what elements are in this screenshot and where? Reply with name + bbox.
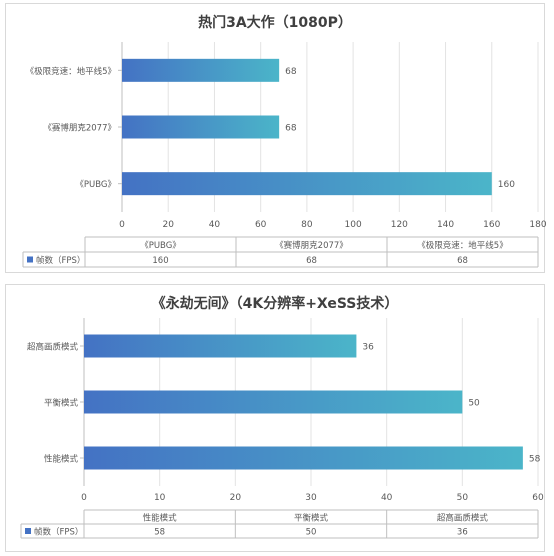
x-tick-label: 140 — [437, 220, 454, 230]
table-value-cell: 68 — [306, 256, 317, 266]
bar — [84, 334, 357, 358]
category-label: 性能模式 — [44, 454, 79, 465]
x-tick-label: 40 — [381, 493, 393, 503]
bar-chart-1080p: 0 20 40 60 80 100 120 140 160 180 160 《PUBG》 68 《赛博朋克… — [22, 42, 546, 268]
bar — [122, 58, 280, 82]
data-label: 50 — [468, 399, 480, 409]
x-tick-label: 160 — [483, 220, 500, 230]
x-tick-label: 80 — [301, 220, 313, 230]
chart-panel-1080p: 热门3A大作（1080P） 0 20 40 60 80 100 120 140 160 180 16… — [5, 3, 546, 273]
x-tick-label: 10 — [154, 493, 166, 503]
chart-title: 热门3A大作（1080P） — [198, 15, 352, 31]
x-tick-label: 20 — [162, 220, 174, 230]
x-tick-label: 180 — [529, 220, 546, 230]
data-label: 68 — [285, 67, 297, 77]
category-label: 超高画质模式 — [27, 342, 79, 353]
chart-panel-naraka: 《永劫无间》（4K分辨率+XeSS技术） 0 10 20 30 40 50 60 58 性能模式… — [5, 284, 545, 552]
x-tick-label: 50 — [457, 493, 469, 503]
bar — [84, 390, 463, 414]
legend-label: 帧数（FPS） — [34, 527, 83, 538]
bar — [122, 115, 280, 139]
x-tick-label: 20 — [230, 493, 242, 503]
category-label: 《极限竞速：地平线5》 — [26, 66, 116, 77]
data-label: 58 — [529, 455, 541, 465]
bar — [122, 172, 492, 196]
table-value-cell: 36 — [457, 528, 468, 538]
x-tick-label: 30 — [305, 493, 317, 503]
x-tick-label: 60 — [532, 493, 544, 503]
category-label: 《PUBG》 — [75, 180, 116, 190]
data-label: 160 — [498, 180, 515, 190]
x-tick-label: 0 — [119, 220, 125, 230]
bar-chart-naraka: 0 10 20 30 40 50 6058性能模式50平衡模式36超高画质模式性能模式58平… — [20, 318, 544, 539]
legend-swatch — [27, 256, 33, 263]
table-value-cell: 58 — [154, 528, 165, 538]
table-header-cell: 性能模式 — [143, 513, 178, 524]
x-tick-label: 120 — [391, 220, 408, 230]
bar — [84, 446, 523, 470]
table-header-cell: 《PUBG》 — [140, 241, 181, 251]
category-label: 《赛博朋克2077》 — [43, 123, 116, 134]
x-tick-label: 40 — [209, 220, 221, 230]
legend-swatch — [25, 528, 31, 534]
x-tick-label: 0 — [81, 493, 87, 503]
x-tick-label: 100 — [345, 220, 362, 230]
table-header-cell: 平衡模式 — [294, 513, 329, 524]
table-header-cell: 超高画质模式 — [437, 513, 489, 524]
table-value-cell: 68 — [457, 256, 468, 266]
table-value-cell: 160 — [152, 256, 168, 266]
table-header-cell: 《赛博朋克2077》 — [275, 240, 348, 251]
legend-label: 帧数（FPS） — [36, 255, 85, 266]
data-label: 68 — [285, 124, 297, 134]
category-label: 平衡模式 — [44, 398, 79, 409]
table-value-cell: 50 — [306, 528, 317, 538]
table-header-cell: 《极限竞速：地平线5》 — [417, 240, 507, 251]
chart-title: 《永劫无间》（4K分辨率+XeSS技术） — [151, 296, 399, 312]
x-tick-label: 60 — [255, 220, 267, 230]
data-label: 36 — [362, 343, 374, 353]
